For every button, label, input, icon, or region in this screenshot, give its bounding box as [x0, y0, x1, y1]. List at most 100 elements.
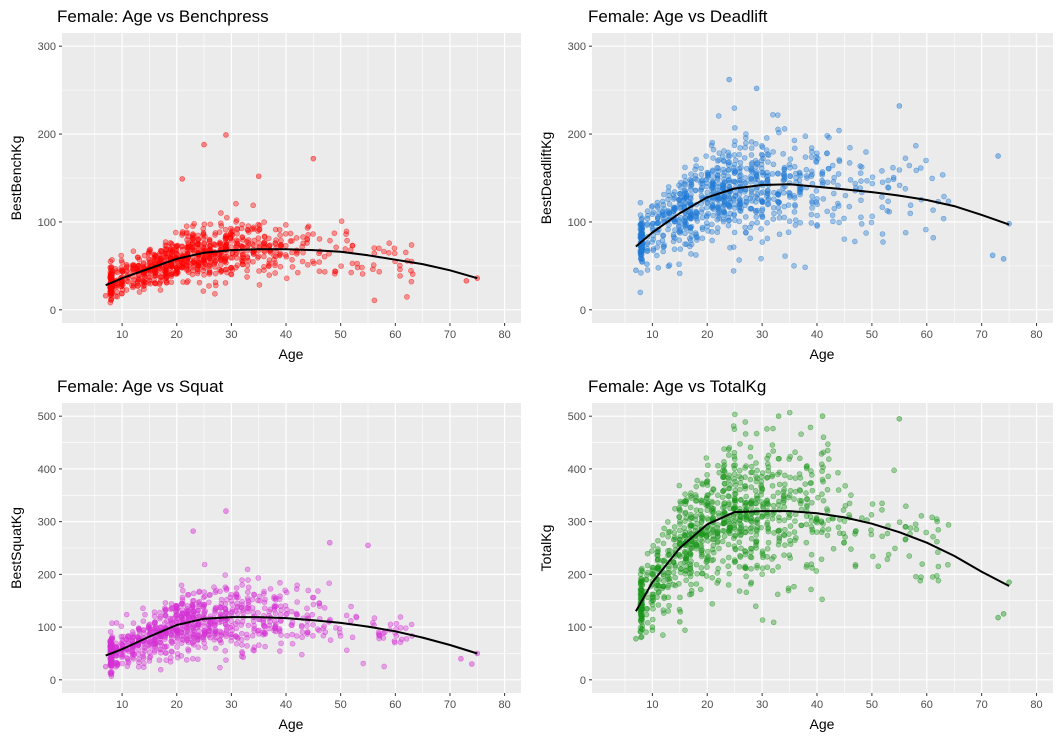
data-point — [770, 189, 777, 196]
data-point — [688, 569, 695, 575]
chart-panel-benchpress: Female: Age vs Benchpress 10 20 30 40 50 60 70… — [8, 7, 521, 362]
data-point — [759, 565, 766, 571]
data-point — [688, 251, 694, 257]
data-point — [233, 264, 239, 271]
data-point — [703, 573, 710, 579]
data-point — [752, 488, 759, 494]
data-point — [820, 478, 826, 485]
data-point — [741, 180, 748, 187]
data-point — [167, 606, 174, 612]
data-point — [267, 586, 274, 592]
data-point — [370, 262, 377, 268]
data-point — [824, 486, 831, 493]
data-point — [742, 214, 749, 220]
data-point — [720, 488, 726, 494]
data-point — [741, 155, 748, 161]
data-point — [736, 539, 743, 546]
data-point — [770, 493, 777, 500]
data-point — [781, 190, 787, 196]
data-point — [808, 168, 815, 175]
data-point — [774, 591, 781, 598]
data-point — [371, 297, 378, 304]
data-point — [327, 237, 333, 244]
data-point — [179, 611, 186, 617]
data-point — [638, 615, 645, 622]
data-point — [212, 232, 218, 238]
data-point — [644, 248, 651, 254]
data-point — [902, 536, 909, 542]
data-point — [830, 190, 837, 197]
data-point — [830, 179, 837, 185]
data-point — [760, 503, 766, 510]
data-point — [261, 605, 268, 612]
data-point — [677, 204, 684, 211]
data-point — [185, 243, 192, 249]
data-point — [852, 180, 859, 187]
data-point — [714, 158, 721, 164]
data-point — [217, 262, 224, 268]
data-point — [655, 265, 662, 271]
data-point — [808, 480, 814, 486]
data-point — [665, 582, 671, 589]
data-point — [808, 211, 815, 218]
data-point — [782, 542, 788, 548]
data-point — [190, 223, 196, 229]
data-point — [201, 631, 208, 638]
data-point — [697, 586, 704, 593]
data-point — [835, 524, 842, 531]
data-point — [918, 513, 925, 519]
data-point — [233, 585, 240, 591]
data-point — [173, 627, 179, 634]
data-point — [639, 226, 646, 232]
data-point — [825, 526, 832, 533]
data-point — [222, 621, 229, 628]
data-point — [853, 528, 859, 534]
data-point — [705, 462, 711, 469]
data-point — [682, 627, 688, 633]
data-point — [786, 492, 793, 499]
data-point — [774, 112, 781, 118]
data-point — [189, 234, 196, 241]
data-point — [703, 220, 710, 226]
data-point — [348, 618, 354, 624]
x-axis-title: Age — [810, 346, 835, 362]
data-point — [359, 264, 365, 271]
data-point — [348, 603, 354, 610]
data-point — [660, 632, 666, 638]
data-point — [315, 588, 321, 594]
data-point — [824, 447, 831, 454]
data-point — [836, 158, 843, 165]
data-point — [726, 195, 733, 201]
data-point — [835, 171, 842, 177]
data-point — [666, 209, 673, 216]
data-point — [791, 529, 798, 535]
y-tick-label: 300 — [568, 517, 586, 529]
data-point — [194, 237, 201, 244]
data-point — [136, 659, 142, 666]
data-point — [397, 273, 403, 279]
data-point — [677, 246, 684, 252]
data-point — [212, 230, 219, 236]
data-point — [814, 150, 820, 157]
data-point — [147, 246, 154, 253]
data-point — [190, 655, 196, 662]
data-point — [683, 241, 690, 248]
data-point — [185, 614, 192, 621]
data-point — [840, 507, 847, 513]
data-point — [222, 235, 229, 242]
data-point — [298, 622, 305, 629]
data-point — [244, 274, 250, 280]
data-point — [780, 177, 787, 184]
data-point — [256, 226, 263, 233]
data-point — [240, 255, 246, 261]
data-point — [715, 195, 722, 202]
data-point — [725, 541, 732, 548]
data-point — [183, 657, 190, 663]
data-point — [754, 207, 761, 214]
data-point — [184, 637, 191, 643]
data-point — [676, 219, 683, 225]
data-point — [289, 257, 295, 263]
chart-panel-totalkg: Female: Age vs TotalKg 10 20 30 40 50 60 70 80 0… — [538, 377, 1053, 732]
data-point — [792, 518, 798, 524]
data-point — [769, 516, 776, 522]
